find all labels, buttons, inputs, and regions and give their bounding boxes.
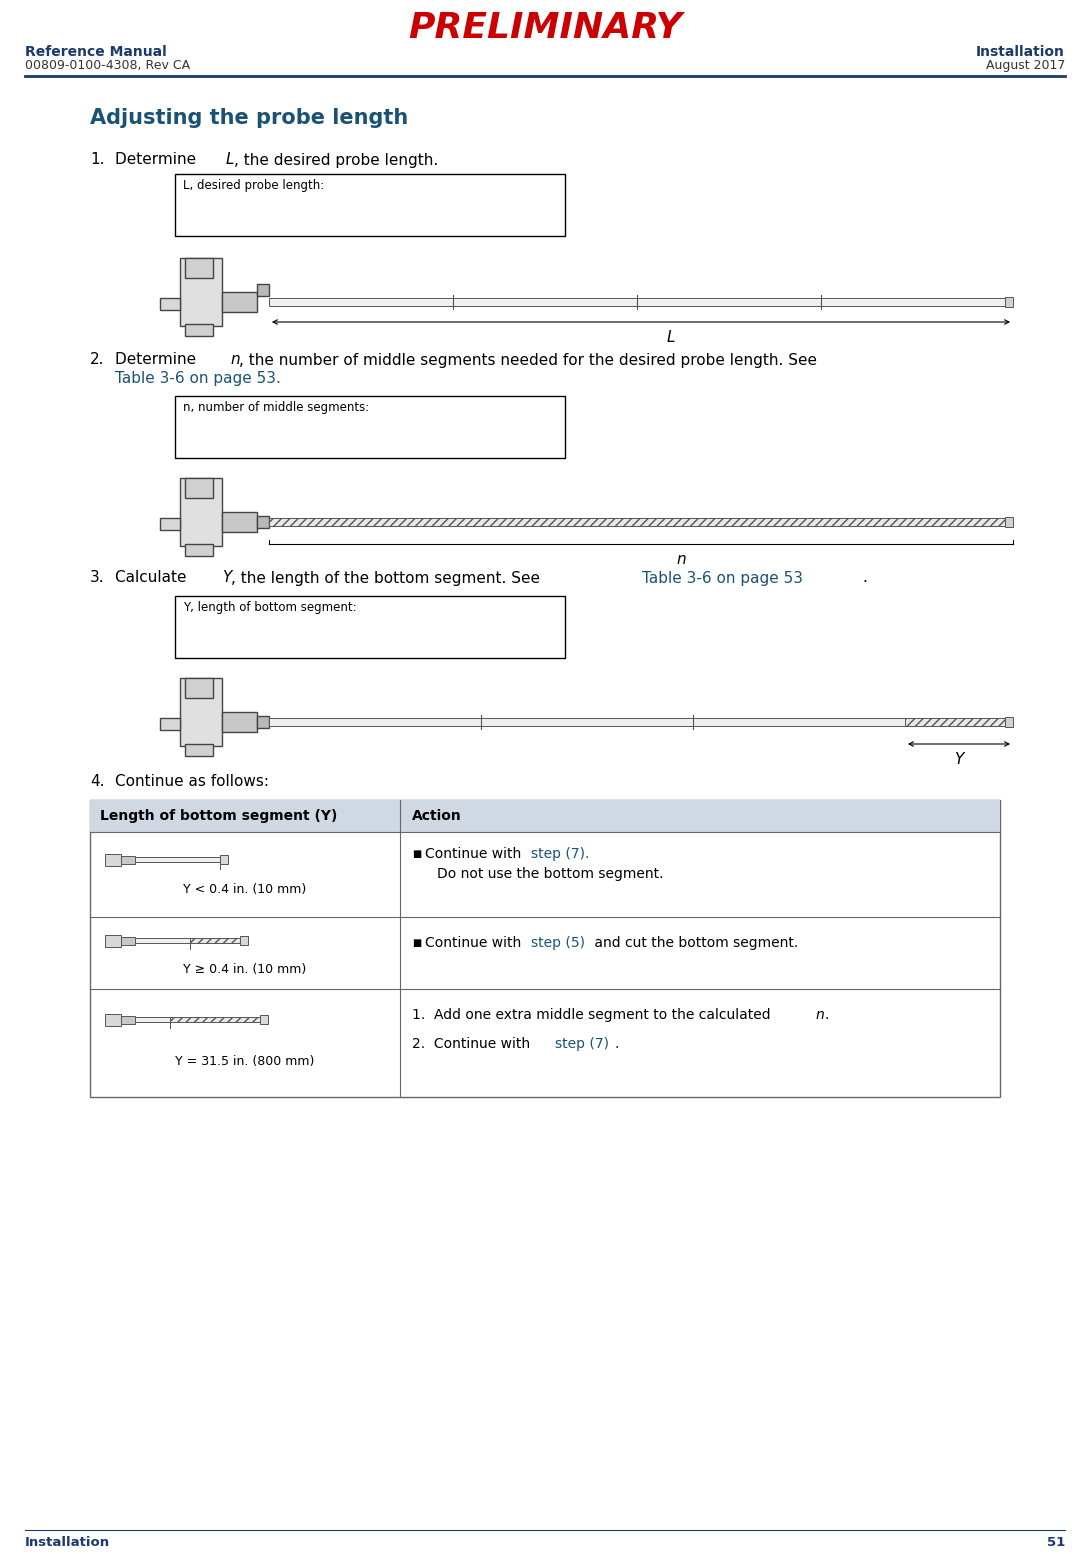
Text: .: .: [862, 570, 867, 586]
Bar: [105, 936, 121, 946]
Bar: [170, 1016, 261, 1023]
Text: Reference Manual: Reference Manual: [25, 45, 167, 59]
Text: Installation: Installation: [25, 1535, 110, 1548]
Text: n: n: [230, 353, 240, 367]
Text: , the number of middle segments needed for the desired probe length. See: , the number of middle segments needed f…: [239, 353, 822, 367]
Bar: [220, 855, 228, 864]
Text: .: .: [825, 1009, 829, 1023]
Text: , the desired probe length.: , the desired probe length.: [234, 152, 438, 168]
Text: Calculate: Calculate: [116, 570, 192, 586]
Bar: [905, 718, 1005, 726]
Text: step (5): step (5): [531, 936, 585, 949]
Bar: [185, 544, 213, 556]
Bar: [257, 716, 269, 727]
Text: ■: ■: [412, 939, 421, 948]
Bar: [135, 1016, 170, 1023]
Bar: [105, 1015, 121, 1026]
Text: n: n: [676, 553, 686, 567]
Text: Y < 0.4 in. (10 mm): Y < 0.4 in. (10 mm): [183, 884, 306, 897]
Bar: [261, 1015, 268, 1024]
Text: 00809-0100-4308, Rev CA: 00809-0100-4308, Rev CA: [25, 59, 190, 73]
Bar: [185, 744, 213, 755]
Bar: [185, 678, 213, 698]
Bar: [222, 292, 257, 312]
Bar: [1005, 716, 1013, 727]
Text: Adjusting the probe length: Adjusting the probe length: [90, 107, 409, 127]
Text: 3.: 3.: [90, 570, 105, 586]
Text: 1.: 1.: [90, 152, 105, 168]
Text: .: .: [614, 1037, 618, 1051]
Text: n: n: [816, 1009, 825, 1023]
Text: Y, length of bottom segment:: Y, length of bottom segment:: [183, 601, 356, 614]
Text: step (7).: step (7).: [531, 847, 590, 861]
Bar: [121, 1016, 135, 1024]
Text: and cut the bottom segment.: and cut the bottom segment.: [590, 936, 798, 949]
Bar: [135, 939, 190, 943]
Text: L: L: [667, 331, 675, 345]
Bar: [180, 479, 222, 545]
Text: Table 3-6 on page 53.: Table 3-6 on page 53.: [116, 371, 281, 387]
Text: L, desired probe length:: L, desired probe length:: [183, 180, 324, 193]
Bar: [1005, 517, 1013, 527]
Text: August 2017: August 2017: [985, 59, 1065, 73]
Bar: [180, 678, 222, 746]
Text: Do not use the bottom segment.: Do not use the bottom segment.: [437, 867, 664, 881]
Text: Action: Action: [412, 810, 462, 824]
Bar: [121, 856, 135, 864]
Bar: [269, 517, 1005, 525]
Text: 4.: 4.: [90, 774, 105, 789]
Text: PRELIMINARY: PRELIMINARY: [408, 11, 682, 45]
Bar: [269, 298, 1005, 306]
Text: 2.: 2.: [90, 353, 105, 367]
Bar: [160, 517, 180, 530]
Bar: [185, 258, 213, 278]
Text: Y ≥ 0.4 in. (10 mm): Y ≥ 0.4 in. (10 mm): [183, 962, 306, 976]
Bar: [175, 174, 565, 236]
Bar: [222, 511, 257, 531]
Text: L: L: [226, 152, 234, 168]
Text: 51: 51: [1046, 1535, 1065, 1548]
Text: 1.  Add one extra middle segment to the calculated: 1. Add one extra middle segment to the c…: [412, 1009, 775, 1023]
Bar: [185, 323, 213, 336]
Text: Determine: Determine: [116, 152, 201, 168]
Text: Continue with: Continue with: [425, 847, 525, 861]
Text: Installation: Installation: [977, 45, 1065, 59]
Bar: [160, 298, 180, 309]
Text: Continue as follows:: Continue as follows:: [116, 774, 269, 789]
Bar: [222, 712, 257, 732]
Bar: [160, 718, 180, 730]
Text: Y: Y: [955, 752, 964, 768]
Bar: [121, 937, 135, 945]
Text: Continue with: Continue with: [425, 936, 525, 949]
Bar: [269, 718, 905, 726]
Bar: [185, 479, 213, 497]
Bar: [175, 396, 565, 458]
Bar: [190, 939, 240, 943]
Bar: [90, 800, 1000, 831]
Bar: [257, 516, 269, 528]
Text: n, number of middle segments:: n, number of middle segments:: [183, 401, 370, 415]
Bar: [1005, 297, 1013, 308]
Text: Length of bottom segment (Y): Length of bottom segment (Y): [100, 810, 338, 824]
Text: step (7): step (7): [555, 1037, 609, 1051]
Text: Y: Y: [222, 570, 231, 586]
Bar: [135, 856, 220, 862]
Bar: [175, 597, 565, 657]
Bar: [105, 855, 121, 866]
Bar: [90, 800, 1000, 1097]
Text: Y = 31.5 in. (800 mm): Y = 31.5 in. (800 mm): [175, 1055, 315, 1068]
Bar: [257, 284, 269, 295]
Bar: [180, 258, 222, 326]
Text: ■: ■: [412, 848, 421, 859]
Text: Table 3-6 on page 53: Table 3-6 on page 53: [642, 570, 803, 586]
Text: , the length of the bottom segment. See: , the length of the bottom segment. See: [231, 570, 545, 586]
Bar: [240, 936, 249, 945]
Text: Determine: Determine: [116, 353, 201, 367]
Text: 2.  Continue with: 2. Continue with: [412, 1037, 534, 1051]
